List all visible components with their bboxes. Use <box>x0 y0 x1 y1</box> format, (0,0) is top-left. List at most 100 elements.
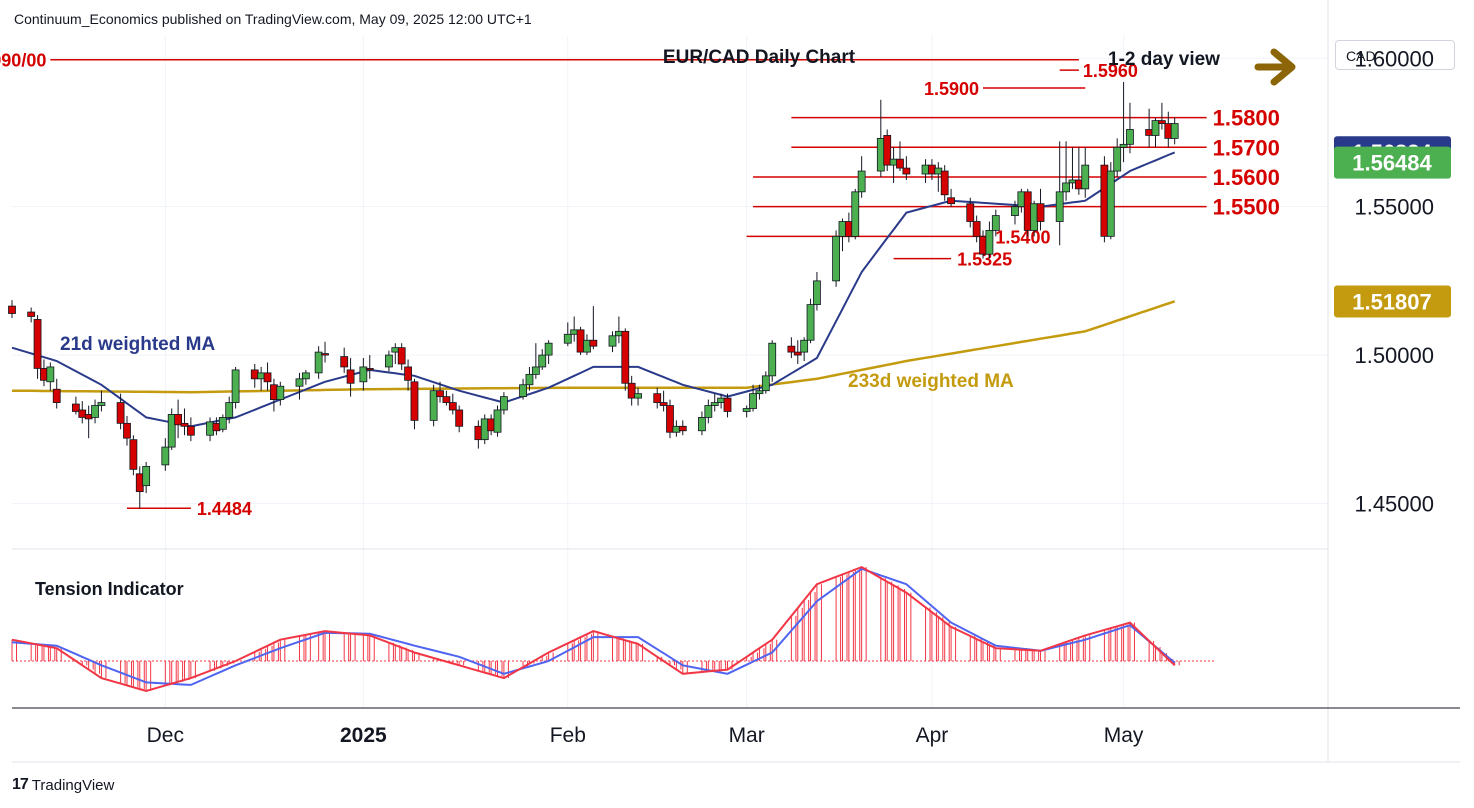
tradingview-logo-text: TradingView <box>31 776 115 794</box>
candle-body <box>212 422 221 432</box>
candle-body <box>1055 191 1064 222</box>
candle <box>493 405 502 437</box>
candle <box>857 156 866 198</box>
candle <box>985 221 994 259</box>
candle-body <box>583 339 591 353</box>
price-badge <box>1334 285 1451 318</box>
candle-body <box>257 372 266 380</box>
candle <box>838 218 847 252</box>
candle <box>666 399 674 439</box>
candle-body <box>832 235 840 282</box>
candle-body <box>768 342 777 377</box>
candle <box>966 197 975 228</box>
price-tick-label: 1.50000 <box>1354 343 1434 368</box>
candle-body <box>666 405 674 433</box>
candle-body <box>33 319 42 369</box>
candle-body <box>659 402 668 406</box>
candle <box>813 271 821 311</box>
time-tick-label: Apr <box>916 724 949 747</box>
candle <box>142 461 151 494</box>
candle <box>270 378 278 412</box>
candle <box>1100 156 1109 243</box>
candle <box>40 359 48 387</box>
candle <box>800 337 809 362</box>
candle <box>480 414 489 445</box>
candle-body <box>321 353 329 356</box>
candle-body <box>116 402 125 424</box>
level-label: 1.4484 <box>197 499 252 519</box>
candle <box>1011 200 1019 225</box>
candle <box>755 384 764 400</box>
candle <box>346 358 355 397</box>
candle-body <box>46 366 55 383</box>
candle <box>448 393 457 415</box>
candle-body <box>614 330 623 337</box>
candle <box>385 350 393 372</box>
candle-body <box>1151 120 1160 136</box>
candle <box>544 340 553 364</box>
candle <box>295 372 304 400</box>
currency-selector[interactable]: CAD <box>1335 40 1455 70</box>
candle-body <box>1023 191 1032 231</box>
candle <box>851 188 860 240</box>
level-label: 1.5990/00 <box>0 51 46 71</box>
candle <box>749 384 757 412</box>
candle <box>570 316 579 342</box>
grid <box>12 36 1328 708</box>
candle-body <box>493 409 502 433</box>
candle-body <box>442 396 451 403</box>
candle-body <box>749 393 757 409</box>
candle-body <box>896 158 904 169</box>
candle <box>1170 117 1179 145</box>
candle <box>455 405 464 433</box>
candle-body <box>455 409 464 427</box>
candle-body <box>710 402 719 406</box>
candle-body <box>301 372 310 380</box>
candle-body <box>500 396 508 411</box>
ma21-label: 21d weighted MA <box>60 334 215 355</box>
candle-body <box>787 345 796 353</box>
candle-body <box>972 221 981 237</box>
candle <box>161 438 170 471</box>
candle-body <box>410 381 419 421</box>
time-tick-label: 2025 <box>340 724 387 747</box>
candle-body <box>544 342 553 356</box>
candles <box>8 82 1179 509</box>
candle-body <box>1081 164 1090 190</box>
time-tick-label: Dec <box>147 724 184 747</box>
candle <box>531 343 540 379</box>
candle-body <box>889 158 898 166</box>
candle <box>608 331 617 353</box>
candle-body <box>883 135 892 166</box>
candle <box>231 366 240 409</box>
candle <box>787 337 796 359</box>
candle-body <box>1164 123 1173 139</box>
time-tick-label: Mar <box>729 724 765 747</box>
tension-indicator: Tension Indicator <box>11 565 1214 692</box>
tradingview-mark-icon: 17 <box>12 776 29 793</box>
candle <box>627 375 636 406</box>
candle-body <box>928 164 936 175</box>
candle-body <box>704 405 713 418</box>
candle-body <box>27 311 36 317</box>
level-label: 1.5500 <box>1213 195 1280 220</box>
candle-body <box>1126 129 1134 145</box>
tradingview-logo[interactable]: 17 TradingView <box>12 776 114 794</box>
candle-body <box>84 414 93 420</box>
candle <box>583 334 591 356</box>
candle <box>1106 162 1115 240</box>
candle-body <box>250 369 259 380</box>
candle-body <box>876 137 885 172</box>
candle <box>397 343 406 370</box>
candle-body <box>1145 129 1154 136</box>
candle <box>129 435 138 476</box>
candle-body <box>991 215 1000 231</box>
price-tick-label: 1.45000 <box>1354 491 1434 516</box>
candle-body <box>800 339 809 353</box>
level-label: 1.5600 <box>1213 165 1280 190</box>
candle-body <box>844 221 853 237</box>
candle <box>991 209 1000 237</box>
candle <box>167 408 176 451</box>
candle-body <box>52 388 61 403</box>
candle <box>276 381 285 406</box>
